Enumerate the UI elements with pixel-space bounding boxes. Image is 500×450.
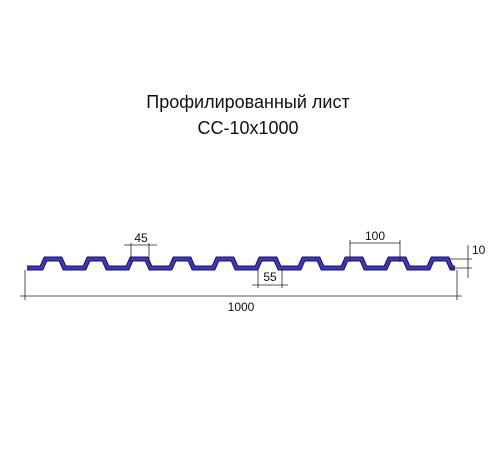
profile-line <box>27 257 455 270</box>
dim-rib-top: 45 <box>124 231 157 262</box>
dim-rib-bottom: 55 <box>252 268 288 288</box>
dim-label: 10 <box>472 243 486 257</box>
dim-label: 100 <box>365 229 385 243</box>
dim-total: 1000 <box>20 270 462 314</box>
subtitle: СС-10х1000 <box>197 118 298 138</box>
title: Профилированный лист <box>146 92 349 112</box>
dim-pitch: 100 <box>349 229 401 262</box>
profile <box>27 256 455 271</box>
dim-label: 45 <box>134 231 148 245</box>
dim-height: 10 <box>450 243 486 278</box>
dim-label: 55 <box>263 270 277 284</box>
dim-label: 1000 <box>228 300 255 314</box>
